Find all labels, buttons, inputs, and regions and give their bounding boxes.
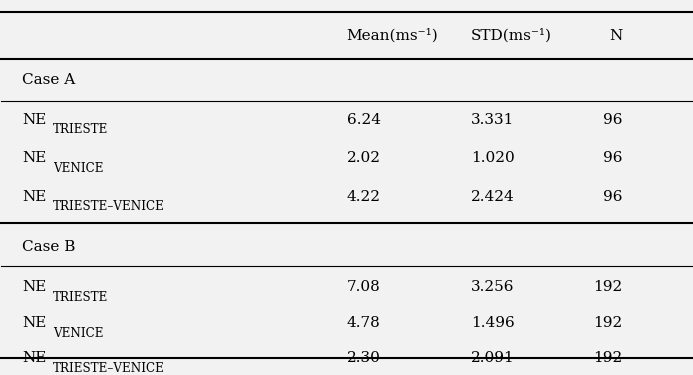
Text: 4.78: 4.78 bbox=[346, 316, 380, 330]
Text: NE: NE bbox=[22, 190, 46, 204]
Text: TRIESTE: TRIESTE bbox=[53, 291, 109, 304]
Text: STD(ms⁻¹): STD(ms⁻¹) bbox=[471, 28, 552, 43]
Text: VENICE: VENICE bbox=[53, 327, 104, 340]
Text: NE: NE bbox=[22, 280, 46, 294]
Text: N: N bbox=[609, 28, 622, 43]
Text: 7.08: 7.08 bbox=[346, 280, 380, 294]
Text: 96: 96 bbox=[603, 151, 622, 165]
Text: NE: NE bbox=[22, 316, 46, 330]
Text: TRIESTE–VENICE: TRIESTE–VENICE bbox=[53, 362, 165, 375]
Text: 96: 96 bbox=[603, 112, 622, 127]
Text: 1.496: 1.496 bbox=[471, 316, 514, 330]
Text: 3.331: 3.331 bbox=[471, 112, 514, 127]
Text: 2.091: 2.091 bbox=[471, 351, 514, 365]
Text: Case A: Case A bbox=[22, 73, 76, 87]
Text: NE: NE bbox=[22, 151, 46, 165]
Text: Case B: Case B bbox=[22, 240, 76, 254]
Text: 2.02: 2.02 bbox=[346, 151, 380, 165]
Text: TRIESTE: TRIESTE bbox=[53, 123, 109, 136]
Text: 4.22: 4.22 bbox=[346, 190, 380, 204]
Text: 192: 192 bbox=[593, 351, 622, 365]
Text: TRIESTE–VENICE: TRIESTE–VENICE bbox=[53, 200, 165, 213]
Text: Mean(ms⁻¹): Mean(ms⁻¹) bbox=[346, 28, 438, 43]
Text: VENICE: VENICE bbox=[53, 162, 104, 175]
Text: 192: 192 bbox=[593, 280, 622, 294]
Text: 6.24: 6.24 bbox=[346, 112, 380, 127]
Text: 2.424: 2.424 bbox=[471, 190, 514, 204]
Text: 96: 96 bbox=[603, 190, 622, 204]
Text: 192: 192 bbox=[593, 316, 622, 330]
Text: 2.30: 2.30 bbox=[346, 351, 380, 365]
Text: NE: NE bbox=[22, 351, 46, 365]
Text: 3.256: 3.256 bbox=[471, 280, 514, 294]
Text: NE: NE bbox=[22, 112, 46, 127]
Text: 1.020: 1.020 bbox=[471, 151, 514, 165]
